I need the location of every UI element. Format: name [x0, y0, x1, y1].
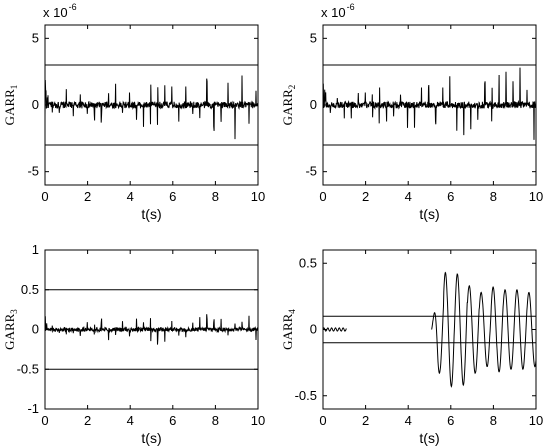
- y-axis-label: GARR4: [280, 309, 297, 350]
- exponent-label: x 10-6: [321, 2, 355, 20]
- y-axis-label: GARR2: [280, 85, 297, 126]
- x-tick-label: 8: [490, 413, 497, 428]
- signal-line: [322, 327, 347, 332]
- panel-garr-4: 0 2 4 6 8 10-0.500.5t(s)GARR4: [280, 249, 543, 446]
- x-tick-label: 2: [84, 189, 91, 204]
- x-tick-label: 8: [490, 189, 497, 204]
- x-tick-label: 6: [447, 413, 454, 428]
- x-tick-label: 10: [251, 189, 265, 204]
- signal-line: [322, 67, 537, 140]
- y-tick-label: 0: [310, 322, 317, 337]
- y-tick-label: 1: [32, 242, 39, 257]
- signal-line: [44, 314, 259, 345]
- signal-line: [44, 75, 259, 140]
- y-tick-label: 0: [32, 322, 39, 337]
- y-tick-label: -0.5: [17, 361, 39, 376]
- x-tick-label: 4: [405, 189, 412, 204]
- x-tick-label: 0: [41, 189, 48, 204]
- y-tick-label: 0.5: [21, 282, 39, 297]
- x-tick-label: 6: [169, 413, 176, 428]
- x-tick-label: 6: [169, 189, 176, 204]
- y-tick-label: -5: [27, 164, 39, 179]
- x-tick-label: 6: [447, 189, 454, 204]
- y-tick-label: -5: [305, 164, 317, 179]
- y-tick-label: 0: [310, 97, 317, 112]
- x-axis-label: t(s): [141, 206, 161, 222]
- x-axis-label: t(s): [141, 430, 161, 446]
- x-tick-label: 4: [127, 189, 134, 204]
- panel-garr-3: 0 2 4 6 8 10 -1 -0.5 0 0.5 1 t(s) GARR3: [2, 242, 265, 446]
- x-tick-label: 2: [362, 413, 369, 428]
- exponent-label: x 10-6: [43, 2, 77, 20]
- signal-line: [431, 271, 537, 388]
- x-tick-label: 0: [41, 413, 48, 428]
- y-tick-label: -0.5: [295, 388, 317, 403]
- x-tick-label: 2: [362, 189, 369, 204]
- x-tick-label: 10: [251, 413, 265, 428]
- y-axis-label: GARR1: [2, 85, 19, 126]
- x-tick-label: 10: [529, 413, 543, 428]
- x-tick-label: 4: [405, 413, 412, 428]
- y-tick-label: 0.5: [299, 255, 317, 270]
- plot-frame: [322, 249, 537, 410]
- x-tick-label: 2: [84, 413, 91, 428]
- x-axis-label: t(s): [419, 206, 439, 222]
- y-tick-label: 0: [32, 97, 39, 112]
- x-tick-label: 8: [212, 413, 219, 428]
- x-tick-label: 0: [319, 413, 326, 428]
- x-tick-label: 0: [319, 189, 326, 204]
- y-axis-label: GARR3: [2, 309, 19, 350]
- x-tick-label: 4: [127, 413, 134, 428]
- y-tick-label: 5: [310, 30, 317, 45]
- x-tick-label: 8: [212, 189, 219, 204]
- y-tick-label: 5: [32, 30, 39, 45]
- x-axis-label: t(s): [419, 430, 439, 446]
- x-tick-label: 10: [529, 189, 543, 204]
- y-tick-label: -1: [27, 401, 39, 416]
